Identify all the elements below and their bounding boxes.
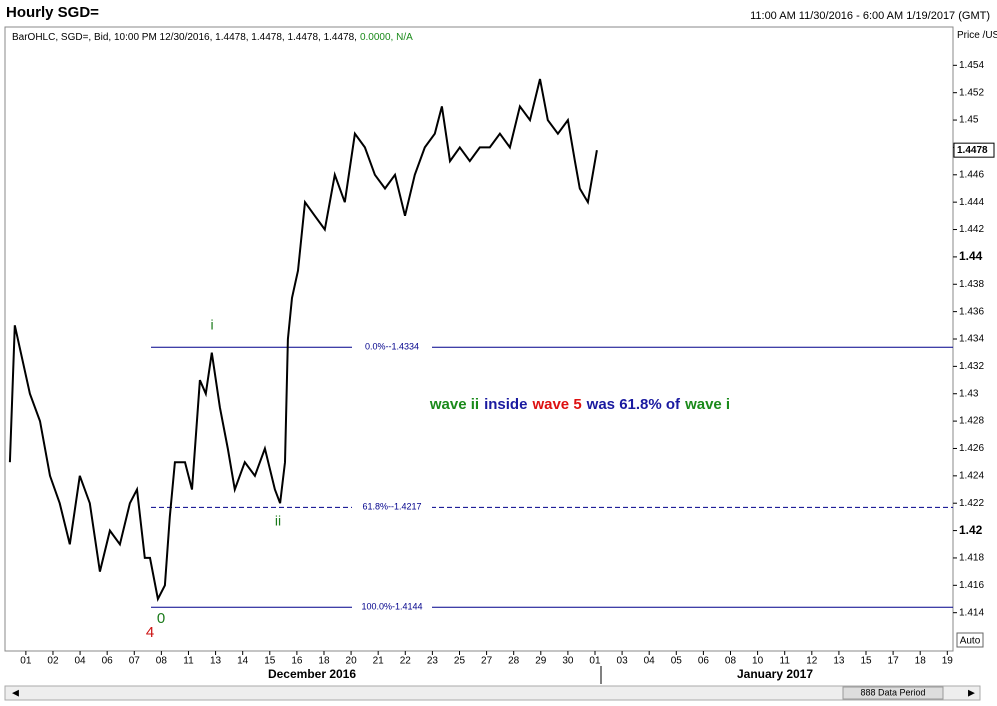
- y-tick-label: 1.424: [959, 470, 984, 481]
- y-tick-label: 1.45: [959, 115, 979, 126]
- annotation-part: wave 5: [531, 396, 581, 413]
- x-tick-label: 13: [210, 656, 222, 667]
- x-tick-label: 03: [617, 656, 629, 667]
- auto-button-label[interactable]: Auto: [960, 636, 981, 647]
- x-tick-label: 29: [535, 656, 547, 667]
- x-tick-label: 04: [644, 656, 656, 667]
- x-tick-label: 19: [942, 656, 954, 667]
- fib-label-bg: [352, 601, 432, 614]
- fib-label: 0.0%--1.4334: [365, 342, 419, 352]
- x-tick-label: 18: [915, 656, 927, 667]
- x-tick-label: 05: [671, 656, 683, 667]
- legend-change: 0.0000, N/A: [360, 32, 413, 43]
- x-tick-label: 20: [346, 656, 358, 667]
- annotation: wave ii inside wave 5 was 61.8% of wave i: [429, 396, 730, 413]
- x-tick-label: 11: [780, 656, 791, 667]
- y-tick-label: 1.416: [959, 580, 984, 591]
- fib-label-bg: [352, 341, 432, 354]
- annotation-part: inside: [484, 396, 527, 413]
- y-tick-label: 1.428: [959, 416, 984, 427]
- y-tick-label: 1.426: [959, 443, 984, 454]
- month-label: January 2017: [737, 667, 813, 681]
- y-tick-label: 1.422: [959, 498, 984, 509]
- x-tick-label: 14: [237, 656, 249, 667]
- y-tick-label: 1.414: [959, 607, 984, 618]
- x-tick-label: 15: [264, 656, 276, 667]
- x-tick-label: 16: [291, 656, 303, 667]
- x-tick-label: 08: [156, 656, 168, 667]
- fib-label-bg: [352, 501, 432, 514]
- month-label: December 2016: [268, 667, 356, 681]
- scroll-thumb[interactable]: [842, 686, 944, 700]
- x-tick-label: 01: [20, 656, 32, 667]
- scrollbar[interactable]: [4, 685, 981, 701]
- x-tick-label: 30: [562, 656, 574, 667]
- x-tick-label: 28: [508, 656, 520, 667]
- x-tick-label: 02: [47, 656, 59, 667]
- x-tick-label: 01: [589, 656, 601, 667]
- y-tick-label: 1.432: [959, 361, 984, 372]
- auto-button[interactable]: [956, 632, 984, 648]
- annotation-part: was 61.8% of: [586, 396, 681, 413]
- chart-title: Hourly SGD=: [6, 4, 99, 21]
- scroll-left[interactable]: ◀: [12, 687, 19, 697]
- x-tick-label: 17: [888, 656, 900, 667]
- y-tick-label: 1.446: [959, 169, 984, 180]
- wave-label: i: [210, 317, 213, 333]
- legend-text: BarOHLC, SGD=, Bid, 10:00 PM 12/30/2016,…: [12, 32, 357, 43]
- last-price-label: 1.4478: [957, 145, 988, 156]
- legend-info: BarOHLC, SGD=, Bid, 10:00 PM 12/30/2016,…: [12, 32, 413, 43]
- x-tick-label: 11: [183, 656, 194, 667]
- x-tick-label: 18: [318, 656, 330, 667]
- fib-label: 61.8%--1.4217: [362, 502, 421, 512]
- y-tick-label: 1.454: [959, 60, 984, 71]
- x-tick-label: 23: [427, 656, 439, 667]
- y-tick-label: 1.442: [959, 224, 984, 235]
- y-axis-label: Price /USD: [957, 30, 997, 41]
- x-tick-label: 21: [373, 656, 385, 667]
- date-range: 11:00 AM 11/30/2016 - 6:00 AM 1/19/2017 …: [750, 10, 990, 22]
- y-tick-label: 1.438: [959, 279, 984, 290]
- x-tick-label: 06: [698, 656, 710, 667]
- wave-label: ii: [275, 513, 281, 529]
- x-tick-label: 27: [481, 656, 493, 667]
- wave-label: 0: [157, 610, 165, 627]
- y-tick-label: 1.43: [959, 388, 979, 399]
- x-tick-label: 25: [454, 656, 466, 667]
- y-tick-label: 1.436: [959, 306, 984, 317]
- last-price-box: [953, 142, 995, 158]
- y-tick-label: 1.444: [959, 197, 984, 208]
- wave-label: 4: [146, 624, 154, 641]
- scroll-label: 888 Data Period: [860, 687, 925, 697]
- x-tick-label: 06: [102, 656, 114, 667]
- x-tick-label: 13: [833, 656, 845, 667]
- y-tick-label: 1.42: [959, 523, 983, 537]
- y-tick-label: 1.44: [959, 249, 983, 263]
- x-tick-label: 04: [75, 656, 87, 667]
- y-axis-label-text: Price /USD: [957, 30, 997, 41]
- y-tick-label: 1.418: [959, 553, 984, 564]
- x-tick-label: 15: [860, 656, 872, 667]
- fib-label: 100.0%-1.4144: [361, 602, 422, 612]
- x-tick-label: 07: [129, 656, 141, 667]
- annotation-part: wave i: [684, 396, 730, 413]
- x-tick-label: 08: [725, 656, 737, 667]
- price-line: [8, 78, 598, 603]
- x-tick-label: 10: [752, 656, 764, 667]
- annotation-part: wave ii: [429, 396, 479, 413]
- y-tick-label: 1.452: [959, 87, 984, 98]
- x-tick-label: 22: [400, 656, 412, 667]
- y-tick-label: 1.434: [959, 334, 984, 345]
- scroll-right[interactable]: ▶: [968, 687, 975, 697]
- x-tick-label: 12: [806, 656, 818, 667]
